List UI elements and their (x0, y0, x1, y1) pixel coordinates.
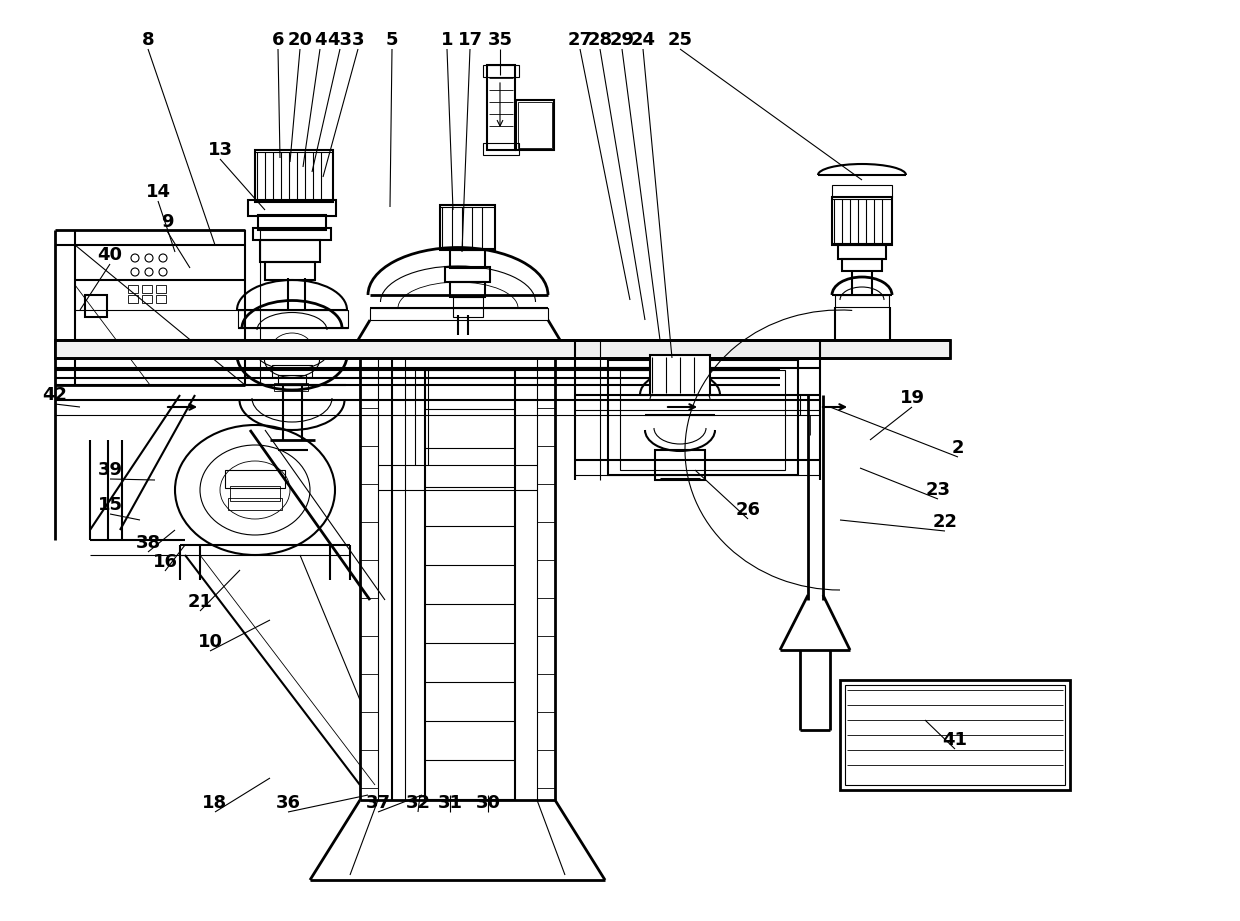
Text: 2: 2 (952, 439, 965, 457)
Bar (228, 498, 281, 510)
Bar (518, 102, 552, 148)
Bar (445, 267, 490, 282)
Bar (143, 295, 153, 303)
Bar (253, 228, 331, 240)
Text: 23: 23 (925, 481, 951, 499)
Text: 8: 8 (141, 31, 154, 49)
Text: 41: 41 (942, 731, 967, 749)
Bar (844, 685, 1065, 785)
Bar (229, 486, 280, 501)
Text: 18: 18 (202, 794, 228, 812)
Text: 36: 36 (275, 794, 300, 812)
Text: 13: 13 (207, 141, 233, 159)
Text: 32: 32 (405, 794, 430, 812)
Text: 24: 24 (630, 31, 656, 49)
Bar (258, 215, 326, 230)
Bar (484, 65, 520, 77)
Bar (55, 340, 950, 358)
Bar (842, 259, 882, 271)
Bar (832, 185, 892, 197)
Text: 43: 43 (327, 31, 352, 49)
Bar (255, 150, 334, 202)
Bar (238, 310, 348, 328)
Text: 39: 39 (98, 461, 123, 479)
Bar (143, 285, 153, 293)
Bar (484, 143, 520, 155)
Bar (516, 100, 554, 150)
Bar (832, 197, 892, 245)
Bar (265, 262, 315, 280)
Bar (260, 240, 320, 262)
Bar (487, 65, 515, 150)
Text: 9: 9 (161, 213, 174, 231)
Text: 38: 38 (135, 534, 160, 552)
Bar (278, 375, 306, 385)
Text: 5: 5 (386, 31, 398, 49)
Text: 26: 26 (735, 501, 760, 519)
Bar (272, 365, 312, 377)
Text: 17: 17 (458, 31, 482, 49)
Bar (370, 308, 548, 320)
Bar (128, 285, 138, 293)
Text: 19: 19 (899, 389, 925, 407)
Bar (156, 295, 166, 303)
Bar (620, 370, 785, 470)
Text: 25: 25 (667, 31, 692, 49)
Bar (655, 450, 706, 480)
Bar (450, 250, 485, 268)
Text: 22: 22 (932, 513, 957, 531)
Text: 4: 4 (314, 31, 326, 49)
Text: 30: 30 (475, 794, 501, 812)
Bar (453, 297, 484, 317)
Bar (128, 295, 138, 303)
Text: 15: 15 (98, 496, 123, 514)
Text: 42: 42 (42, 386, 67, 404)
Text: 37: 37 (366, 794, 391, 812)
Text: 10: 10 (197, 633, 222, 651)
Bar (86, 295, 107, 317)
Bar (838, 245, 887, 259)
Bar (274, 383, 308, 391)
Text: 6: 6 (272, 31, 284, 49)
Text: 3: 3 (352, 31, 365, 49)
Text: 1: 1 (440, 31, 454, 49)
Text: 21: 21 (187, 593, 212, 611)
Text: 40: 40 (98, 246, 123, 264)
Bar (839, 680, 1070, 790)
Bar (650, 355, 711, 395)
Bar (450, 282, 485, 297)
Bar (835, 295, 889, 307)
Text: 20: 20 (288, 31, 312, 49)
Bar (440, 205, 495, 250)
Text: 27: 27 (568, 31, 593, 49)
Bar (224, 470, 285, 488)
Text: 16: 16 (153, 553, 177, 571)
Text: 14: 14 (145, 183, 171, 201)
Text: 31: 31 (438, 794, 463, 812)
Bar (248, 200, 336, 216)
Text: 28: 28 (588, 31, 613, 49)
Bar (608, 360, 799, 475)
Text: 35: 35 (487, 31, 512, 49)
Bar (156, 285, 166, 293)
Text: 29: 29 (610, 31, 635, 49)
